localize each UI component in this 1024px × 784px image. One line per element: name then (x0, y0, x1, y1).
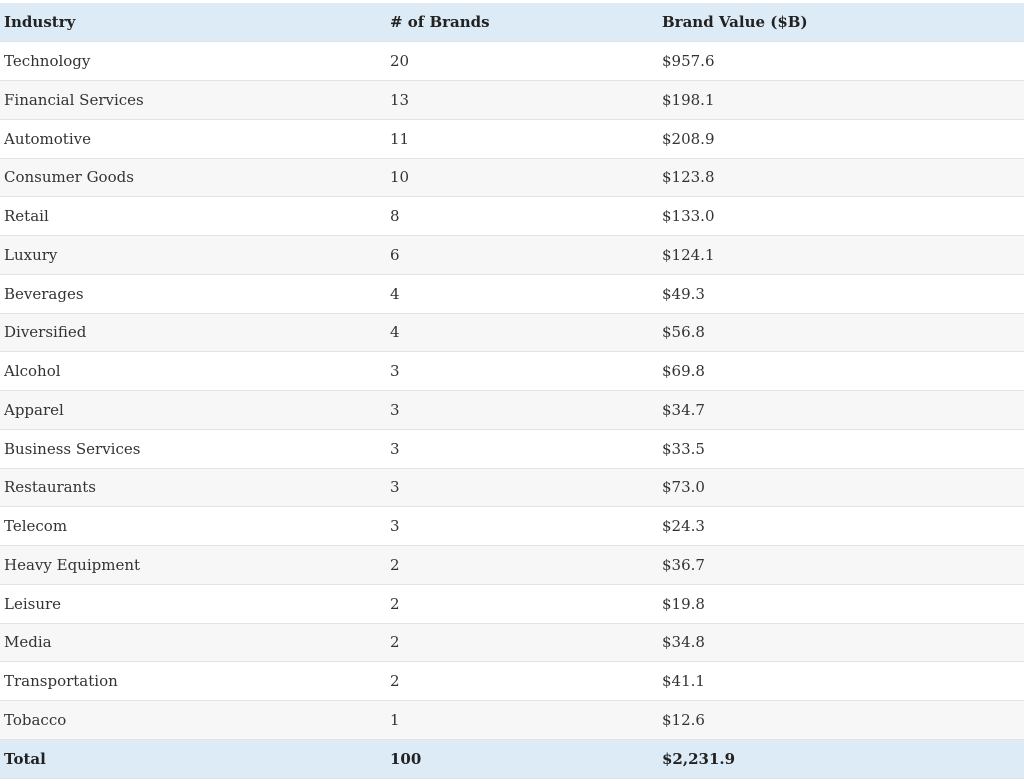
table-row: Consumer Goods 10 $123.8 (0, 158, 1024, 198)
table-cell: Media (0, 623, 386, 663)
table-cell: $73.0 (658, 468, 1024, 508)
table-cell: 2 (386, 623, 658, 663)
table-cell: Heavy Equipment (0, 545, 386, 585)
table-cell: $69.8 (658, 351, 1024, 391)
table-cell: 4 (386, 313, 658, 353)
header-row: Industry # of Brands Brand Value ($B) (0, 3, 1024, 43)
table-row: Restaurants 3 $73.0 (0, 468, 1024, 508)
table-cell: $34.7 (658, 390, 1024, 430)
table-row: Telecom 3 $24.3 (0, 506, 1024, 546)
table-cell: Technology (0, 41, 386, 81)
table-cell: 8 (386, 196, 658, 236)
table-row: Business Services 3 $33.5 (0, 429, 1024, 469)
table-cell: $36.7 (658, 545, 1024, 585)
table-cell: 4 (386, 274, 658, 314)
table-cell: Alcohol (0, 351, 386, 391)
total-cell: 100 (386, 739, 658, 779)
table-row: Retail 8 $133.0 (0, 196, 1024, 236)
table-cell: Restaurants (0, 468, 386, 508)
table-row: Media 2 $34.8 (0, 623, 1024, 663)
table-cell: $198.1 (658, 80, 1024, 120)
table-row: Diversified 4 $56.8 (0, 313, 1024, 353)
table-cell: Apparel (0, 390, 386, 430)
table-cell: $33.5 (658, 429, 1024, 469)
table-cell: 2 (386, 661, 658, 701)
table-cell: 11 (386, 119, 658, 159)
table-cell: 3 (386, 390, 658, 430)
table-cell: $957.6 (658, 41, 1024, 81)
table-cell: Telecom (0, 506, 386, 546)
table-cell: Diversified (0, 313, 386, 353)
table-cell: Leisure (0, 584, 386, 624)
table-cell: $19.8 (658, 584, 1024, 624)
table-row: Luxury 6 $124.1 (0, 235, 1024, 275)
table-cell: 10 (386, 158, 658, 198)
table-cell: Beverages (0, 274, 386, 314)
table-cell: $12.6 (658, 700, 1024, 740)
table-cell: Luxury (0, 235, 386, 275)
table-cell: Tobacco (0, 700, 386, 740)
table-cell: $56.8 (658, 313, 1024, 353)
total-cell: $2,231.9 (658, 739, 1024, 779)
table-row: Heavy Equipment 2 $36.7 (0, 545, 1024, 585)
table-cell: $208.9 (658, 119, 1024, 159)
table-row: Alcohol 3 $69.8 (0, 351, 1024, 391)
table-cell: 3 (386, 351, 658, 391)
table-cell: Automotive (0, 119, 386, 159)
total-row: Total 100 $2,231.9 (0, 739, 1024, 779)
table-cell: 2 (386, 584, 658, 624)
table-cell: $24.3 (658, 506, 1024, 546)
table-cell: 2 (386, 545, 658, 585)
header-cell: # of Brands (386, 3, 658, 43)
table-row: Automotive 11 $208.9 (0, 119, 1024, 159)
total-cell: Total (0, 739, 386, 779)
table-cell: 3 (386, 506, 658, 546)
header-cell: Brand Value ($B) (658, 3, 1024, 43)
table-cell: $34.8 (658, 623, 1024, 663)
table-cell: 3 (386, 468, 658, 508)
table-row: Transportation 2 $41.1 (0, 661, 1024, 701)
table-row: Technology 20 $957.6 (0, 41, 1024, 81)
table-cell: Financial Services (0, 80, 386, 120)
table-cell: $133.0 (658, 196, 1024, 236)
table-row: Leisure 2 $19.8 (0, 584, 1024, 624)
table-row: Tobacco 1 $12.6 (0, 700, 1024, 740)
table-cell: $49.3 (658, 274, 1024, 314)
table-row: Financial Services 13 $198.1 (0, 80, 1024, 120)
brand-table: Industry # of Brands Brand Value ($B) Tech… (0, 3, 1024, 779)
table-cell: 13 (386, 80, 658, 120)
header-cell: Industry (0, 3, 386, 43)
table-cell: 6 (386, 235, 658, 275)
table-cell: $124.1 (658, 235, 1024, 275)
table-cell: Consumer Goods (0, 158, 386, 198)
table-cell: $41.1 (658, 661, 1024, 701)
table-cell: $123.8 (658, 158, 1024, 198)
table-header: Industry # of Brands Brand Value ($B) (0, 3, 1024, 43)
table-cell: 1 (386, 700, 658, 740)
table-cell: Transportation (0, 661, 386, 701)
table-row: Beverages 4 $49.3 (0, 274, 1024, 314)
table-row: Apparel 3 $34.7 (0, 390, 1024, 430)
table-cell: 20 (386, 41, 658, 81)
table-cell: Retail (0, 196, 386, 236)
table-cell: Business Services (0, 429, 386, 469)
table-body: Technology 20 $957.6 Financial Services 13 $1… (0, 41, 1024, 779)
table-cell: 3 (386, 429, 658, 469)
